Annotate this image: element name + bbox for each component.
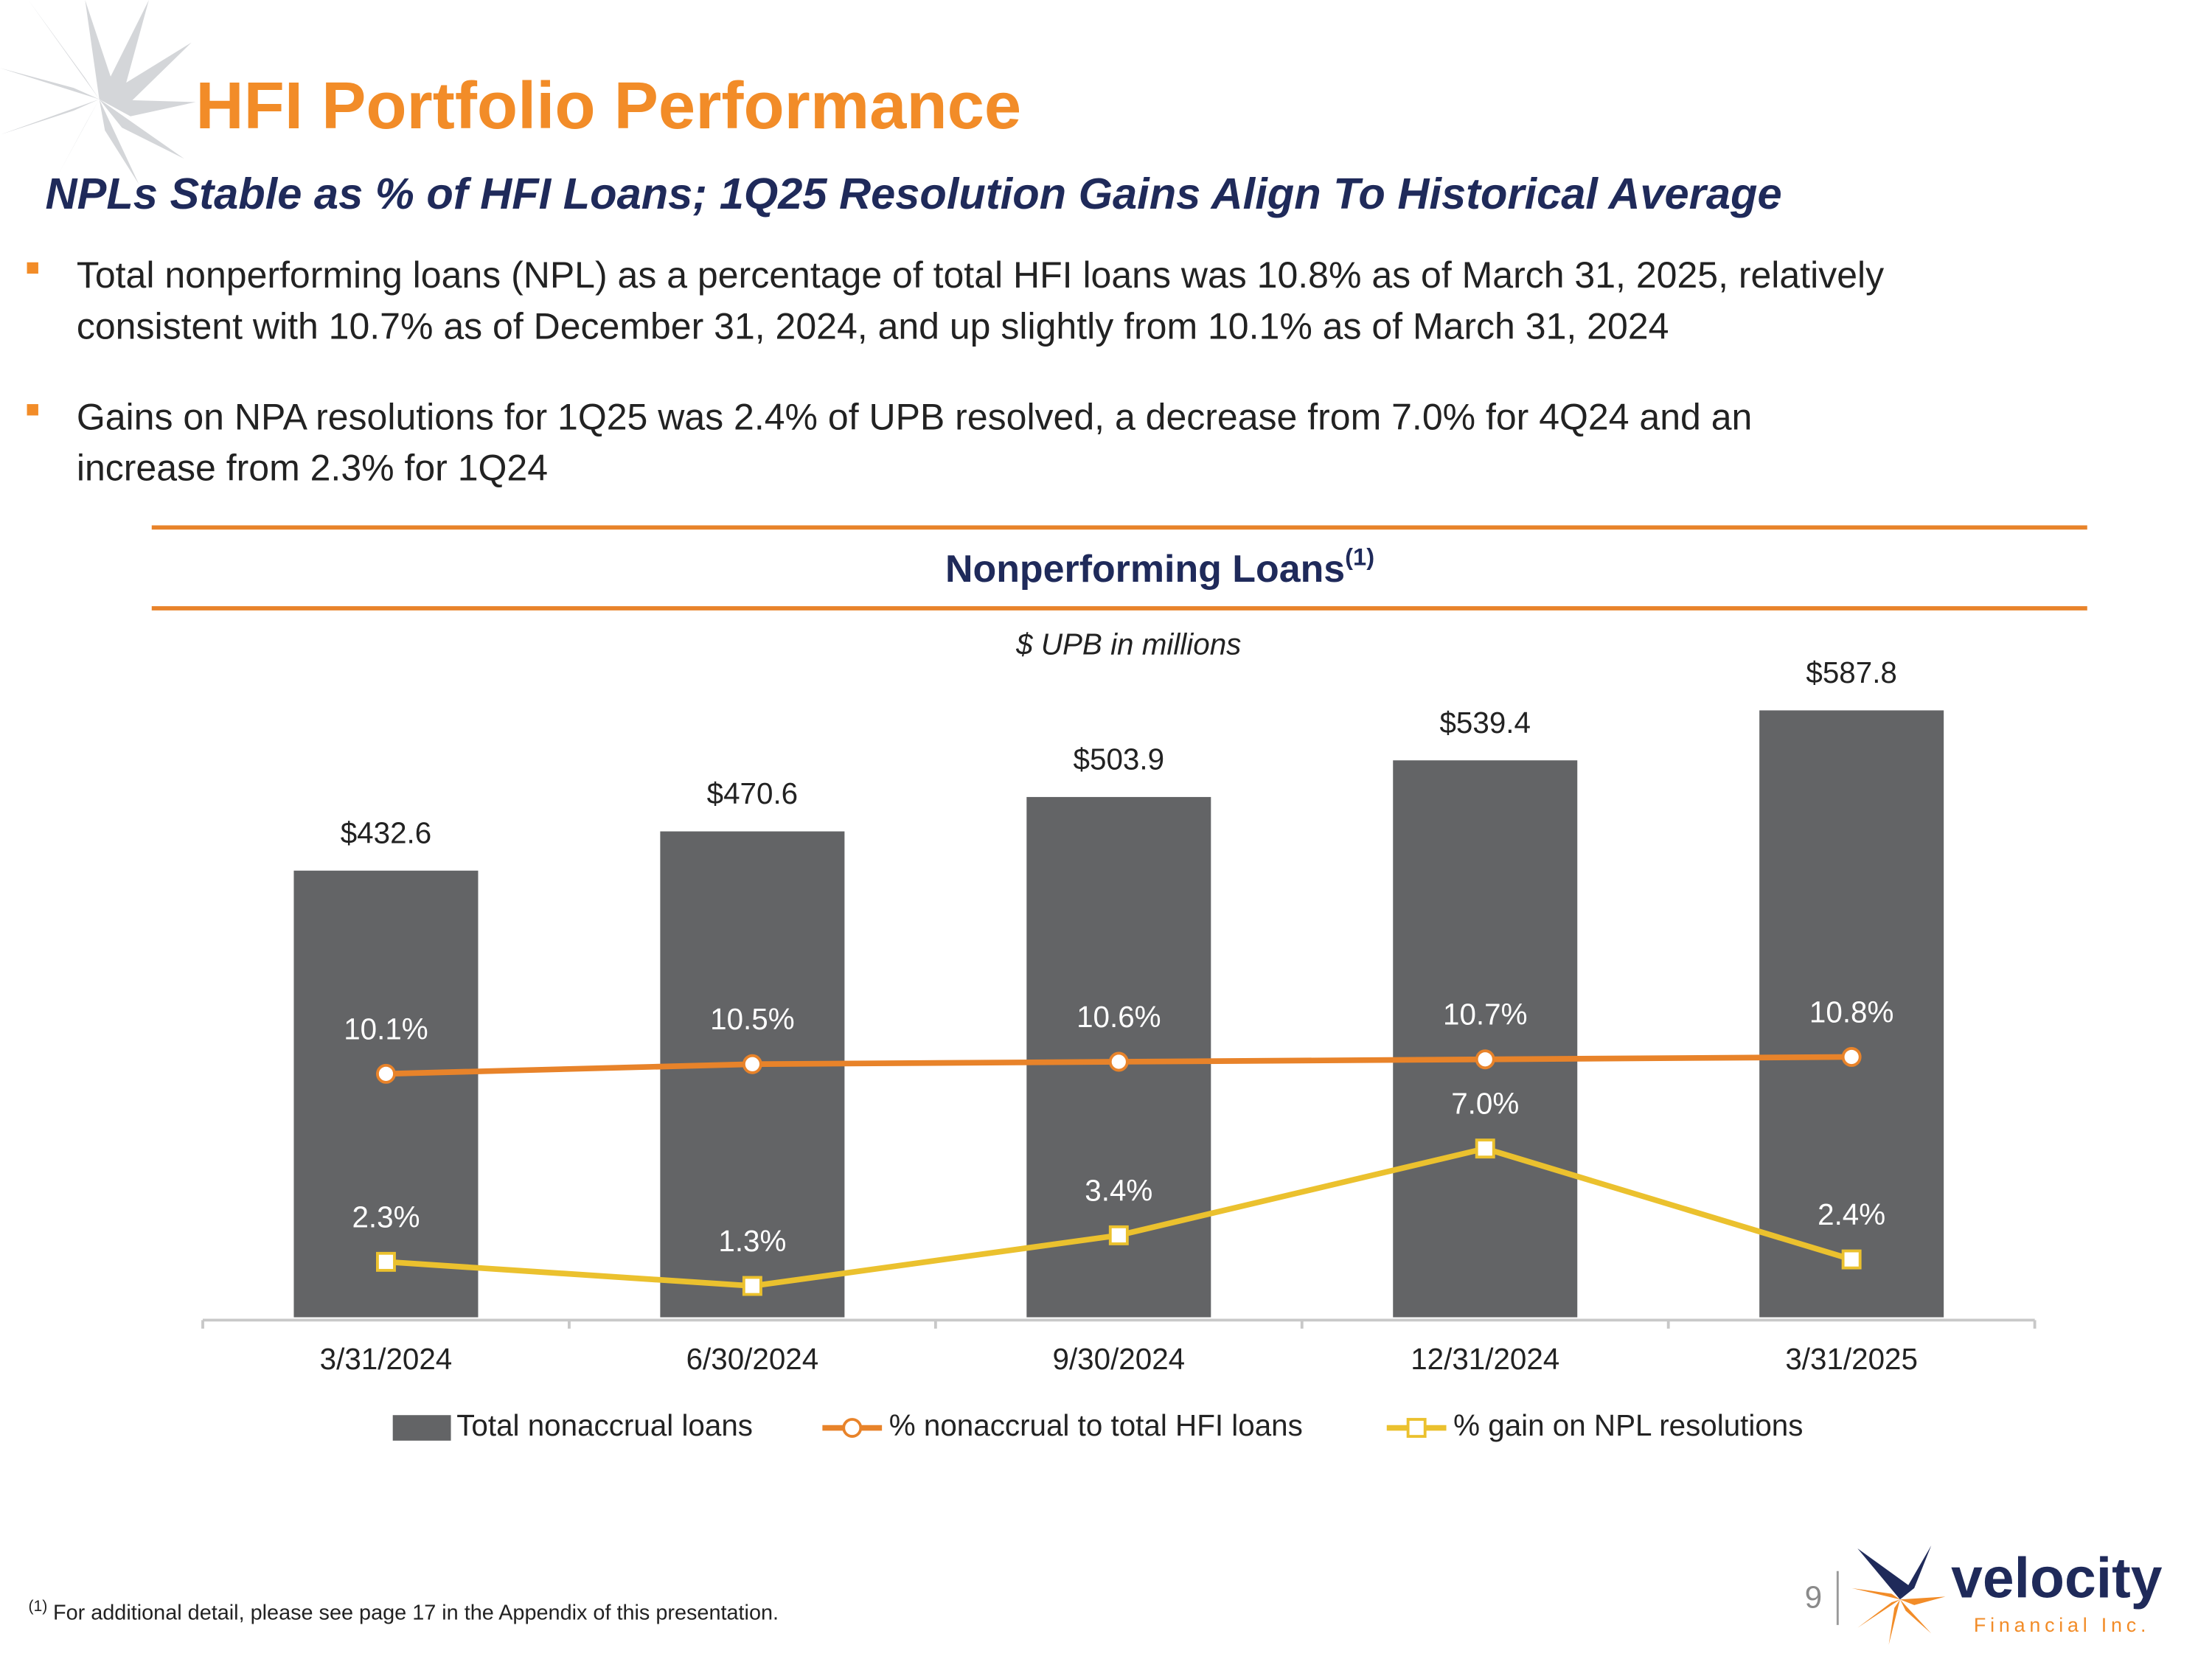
- star-ray: [99, 0, 149, 100]
- logo-ray: [1851, 1587, 1900, 1600]
- logo-star: [1851, 1545, 1946, 1645]
- point: [1841, 1249, 1862, 1270]
- line-value-label: 10.1%: [344, 1012, 428, 1046]
- footnote-text: For additional detail, please see page 1…: [53, 1601, 779, 1624]
- legend-label: Total nonaccrual loans: [456, 1408, 753, 1442]
- line-value-label: 1.3%: [718, 1224, 786, 1258]
- bar-value-label: $503.9: [1074, 742, 1164, 776]
- star-ray: [85, 0, 114, 100]
- point: [1475, 1049, 1495, 1070]
- line-value-label: 2.3%: [352, 1200, 420, 1234]
- logo-ray: [1888, 1599, 1900, 1645]
- line-value-label: 2.4%: [1818, 1197, 1885, 1231]
- line-value-label: 10.8%: [1809, 995, 1893, 1029]
- bar-value-label: $470.6: [707, 776, 798, 810]
- bullet-text: Total nonperforming loans (NPL) as a per…: [77, 254, 1884, 296]
- legend-marker: [1406, 1418, 1427, 1439]
- line-value-label: 10.5%: [710, 1002, 794, 1036]
- bullet-text: increase from 2.3% for 1Q24: [77, 448, 548, 489]
- line-value-label: 7.0%: [1451, 1087, 1519, 1121]
- x-tick-label: 3/31/2024: [320, 1342, 453, 1376]
- bullet-marker: [27, 404, 38, 416]
- bar: [660, 831, 845, 1318]
- legend-label: % nonaccrual to total HFI loans: [889, 1408, 1303, 1442]
- point: [742, 1276, 762, 1296]
- line-value-label: 3.4%: [1085, 1173, 1152, 1207]
- star-ray: [56, 99, 100, 178]
- bar-value-label: $587.8: [1806, 655, 1896, 689]
- legend-label: % gain on NPL resolutions: [1453, 1408, 1803, 1442]
- point: [742, 1054, 762, 1074]
- point: [376, 1063, 396, 1084]
- bullet-text: consistent with 10.7% as of December 31,…: [77, 305, 1669, 347]
- corner-star: [0, 0, 196, 184]
- logo-ray: [1899, 1596, 1946, 1605]
- point: [1475, 1138, 1495, 1159]
- bar-value-label: $432.6: [341, 815, 432, 849]
- bar: [1759, 710, 1944, 1318]
- point: [376, 1251, 396, 1272]
- star-ray: [28, 0, 100, 100]
- chart-title: Nonperforming Loans(1): [945, 543, 1374, 590]
- point: [1108, 1051, 1129, 1072]
- star-ray: [99, 99, 196, 116]
- logo-name: velocity: [1951, 1546, 2163, 1610]
- logo-ray: [1899, 1545, 1932, 1600]
- x-tick-label: 3/31/2025: [1785, 1342, 1918, 1376]
- logo-ray: [1857, 1548, 1909, 1600]
- line-value-label: 10.6%: [1077, 1000, 1161, 1034]
- footnote: (1) For additional detail, please see pag…: [28, 1597, 779, 1624]
- chart-subtitle: $ UPB in millions: [1015, 627, 1241, 661]
- chart-title-text: Nonperforming Loans: [945, 548, 1345, 591]
- x-tick-label: 9/30/2024: [1052, 1342, 1185, 1376]
- logo-ray: [1857, 1599, 1900, 1628]
- slide-title: HFI Portfolio Performance: [195, 69, 1021, 143]
- point: [1841, 1047, 1862, 1067]
- bar: [1393, 760, 1578, 1318]
- slide-subtitle: NPLs Stable as % of HFI Loans; 1Q25 Reso…: [46, 169, 1782, 218]
- footnote-marker: (1): [28, 1597, 47, 1614]
- page-number: 9: [1805, 1579, 1823, 1614]
- bullet-marker: [27, 262, 38, 274]
- chart-title-note: (1): [1345, 543, 1374, 570]
- legend-marker: [842, 1418, 863, 1439]
- star-ray: [0, 99, 100, 135]
- x-tick-label: 6/30/2024: [686, 1342, 819, 1376]
- logo-tagline: Financial Inc.: [1974, 1614, 2150, 1636]
- star-ray: [99, 99, 139, 184]
- bullet-text: Gains on NPA resolutions for 1Q25 was 2.…: [77, 396, 1753, 437]
- star-ray: [0, 68, 100, 100]
- bar: [293, 870, 479, 1318]
- x-tick-label: 12/31/2024: [1411, 1342, 1559, 1376]
- line-value-label: 10.7%: [1443, 998, 1527, 1032]
- bar-value-label: $539.4: [1439, 706, 1530, 740]
- legend-swatch: [392, 1415, 451, 1441]
- point: [1108, 1225, 1129, 1245]
- star-ray: [99, 42, 192, 102]
